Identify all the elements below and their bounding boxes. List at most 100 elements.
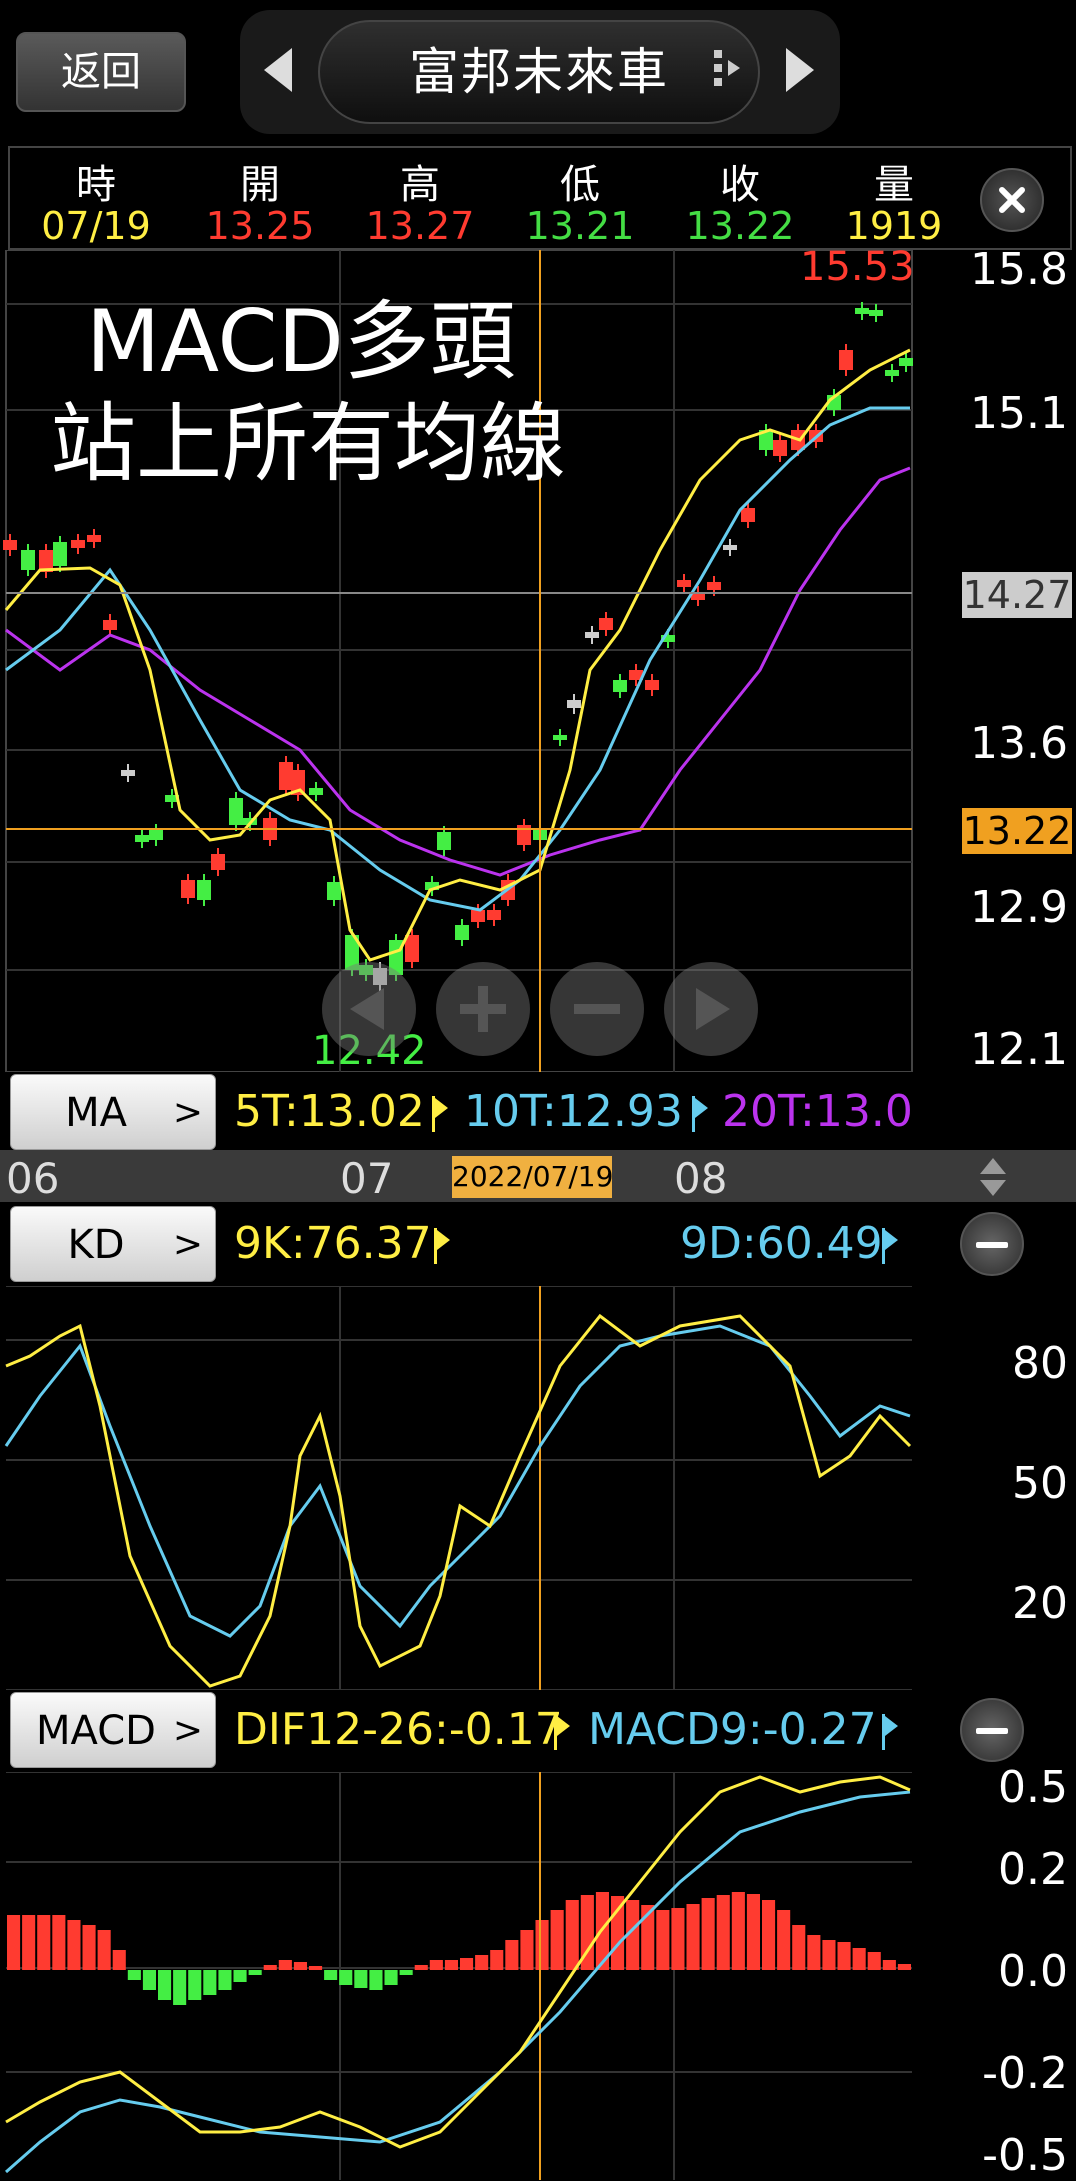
macd-tick: 0.5	[998, 1762, 1068, 1813]
chevron-right-icon: >	[172, 1224, 203, 1265]
next-stock-icon[interactable]	[780, 40, 820, 100]
macd-bar	[233, 1970, 247, 1982]
candle-body	[613, 680, 627, 692]
ohlc-value-time: 07/19	[41, 204, 151, 248]
date-label: 08	[674, 1154, 728, 1203]
macd-bar	[475, 1955, 489, 1970]
switch-icon[interactable]	[712, 48, 748, 88]
ma10-line	[5, 406, 910, 912]
macd-selector-button[interactable]: MACD >	[10, 1692, 216, 1768]
chevron-right-icon: >	[172, 1092, 203, 1133]
macd-bar	[309, 1966, 323, 1970]
macd-bar	[218, 1970, 232, 1990]
kd-tick: 80	[1012, 1338, 1068, 1389]
ma5-line	[4, 348, 911, 962]
candle-body	[661, 635, 675, 642]
candle-body	[645, 680, 659, 690]
d-legend: 9D:60.49	[680, 1218, 883, 1269]
macd-collapse-button[interactable]	[960, 1698, 1024, 1762]
candle-body	[103, 620, 117, 630]
kd-selector-button[interactable]: KD >	[10, 1206, 216, 1282]
macd-bar	[867, 1952, 881, 1970]
candle-body	[291, 770, 305, 795]
macd-bar	[837, 1942, 851, 1970]
candle-body	[197, 880, 211, 900]
stock-name[interactable]: 富邦未來車	[318, 20, 760, 124]
candle-body	[425, 882, 439, 890]
macd-bar	[520, 1930, 534, 1970]
kd-button-label: KD	[67, 1222, 125, 1268]
resize-icon[interactable]	[978, 1156, 1008, 1198]
candle-body	[39, 550, 53, 572]
zoom-in-button[interactable]	[436, 962, 530, 1056]
candle-body	[707, 582, 721, 590]
macd-bar	[731, 1892, 745, 1970]
macd-bar	[460, 1958, 474, 1970]
price-grid	[6, 250, 912, 1072]
macd-chart[interactable]	[0, 1772, 1076, 2180]
minus-icon	[574, 1004, 620, 1014]
chevron-right-icon: >	[172, 1710, 203, 1751]
date-label: 06	[6, 1154, 60, 1203]
macd-tick: -0.2	[982, 2048, 1068, 2099]
close-icon	[999, 187, 1025, 213]
macd-bar	[22, 1915, 36, 1970]
candle-body	[899, 358, 913, 366]
macd-bar	[37, 1915, 51, 1970]
kd-chart[interactable]	[0, 1286, 1076, 1690]
macd-bar	[7, 1915, 21, 1970]
scroll-right-button[interactable]	[664, 962, 758, 1056]
ma-button-label: MA	[65, 1090, 127, 1136]
macd-tick: 0.0	[998, 1946, 1068, 1997]
candle-body	[359, 965, 373, 975]
prev-stock-icon[interactable]	[258, 40, 298, 100]
macd-bar	[822, 1940, 836, 1970]
reference-price-badge: 14.27	[962, 572, 1072, 618]
macd-bar	[580, 1895, 594, 1970]
flag-icon	[554, 1714, 570, 1750]
macd-bar	[535, 1920, 549, 1970]
candle-body	[165, 795, 179, 802]
ohlc-label-close: 收	[720, 162, 760, 208]
candle-body	[629, 670, 643, 680]
macd9-legend: MACD9:-0.27	[588, 1704, 877, 1755]
candle-body	[437, 832, 451, 850]
ohlc-header	[8, 146, 1072, 250]
k-line	[5, 1313, 912, 1688]
flag-icon	[882, 1714, 898, 1750]
candle-body	[471, 910, 485, 922]
kd-grid	[6, 1286, 912, 1690]
macd-bar	[52, 1915, 66, 1970]
ohlc-value-high: 13.27	[365, 204, 475, 248]
macd-bar	[897, 1964, 911, 1970]
macd-bar	[158, 1970, 172, 2000]
flag-icon	[434, 1228, 450, 1264]
kd-collapse-button[interactable]	[960, 1212, 1024, 1276]
zoom-out-button[interactable]	[550, 962, 644, 1056]
candle-body	[741, 508, 755, 522]
ma-selector-button[interactable]: MA >	[10, 1074, 216, 1150]
close-button[interactable]	[980, 168, 1044, 232]
price-tick: 15.8	[970, 244, 1068, 295]
candle-body	[3, 540, 17, 550]
candle-body	[855, 308, 869, 314]
candle-body	[869, 310, 883, 316]
macd-bar	[746, 1894, 760, 1970]
ohlc-label-high: 高	[400, 162, 440, 208]
candle-body	[839, 350, 853, 370]
back-button[interactable]: 返回	[16, 32, 186, 112]
ma5-legend: 5T:13.02	[234, 1086, 425, 1137]
ma20-line	[5, 466, 911, 877]
scroll-left-button[interactable]	[322, 962, 416, 1056]
ohlc-value-low: 13.21	[525, 204, 635, 248]
macd-bar	[762, 1900, 776, 1970]
macd-bar	[142, 1970, 156, 1990]
ohlc-label-open: 開	[240, 162, 280, 208]
price-chart[interactable]	[0, 250, 1076, 1072]
ohlc-value-volume: 1919	[845, 204, 943, 248]
candle-body	[181, 880, 195, 898]
macd-bar	[248, 1970, 262, 1975]
candle-body	[53, 542, 67, 566]
macd-bar	[369, 1970, 383, 1990]
k-legend: 9K:76.37	[234, 1218, 432, 1269]
